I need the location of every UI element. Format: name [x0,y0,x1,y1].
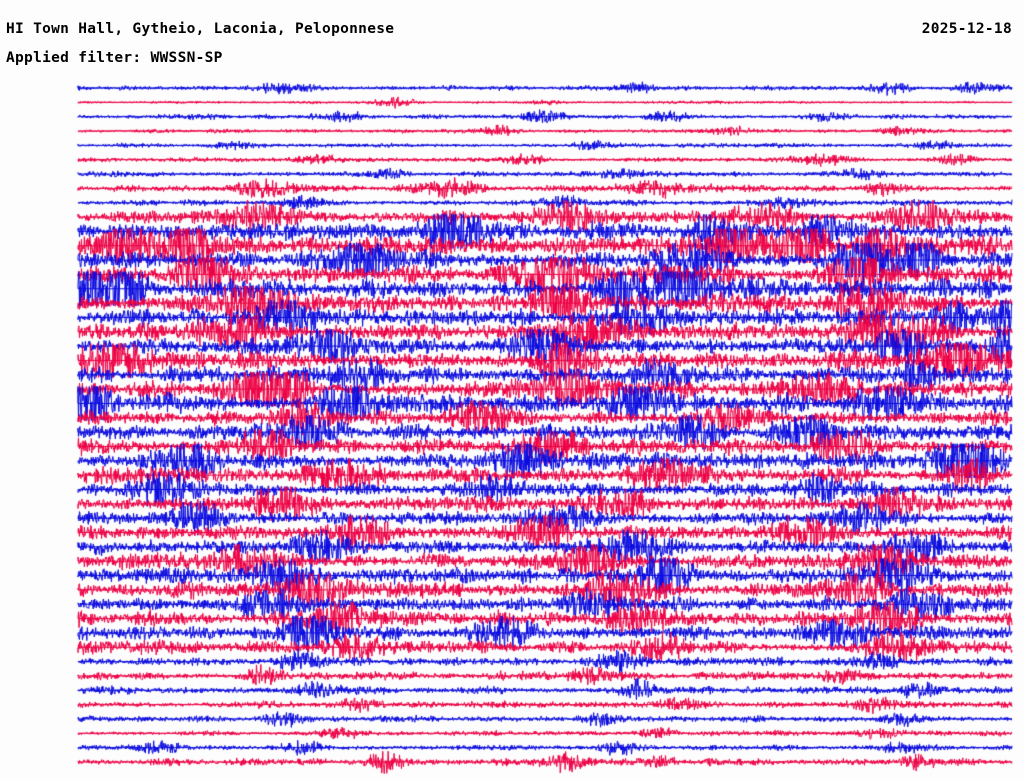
applied-filter-label: Applied filter: WWSSN-SP [6,50,223,66]
record-date: 2025-12-18 [921,21,1012,37]
header: HI Town Hall, Gytheio, Laconia, Peloponn… [0,0,1024,78]
helicorder-plot: 00:0000:3001:0001:3002:0002:3003:0003:30… [0,78,1024,780]
seismogram-traces [0,78,1024,780]
page-title: HI Town Hall, Gytheio, Laconia, Peloponn… [6,21,395,37]
